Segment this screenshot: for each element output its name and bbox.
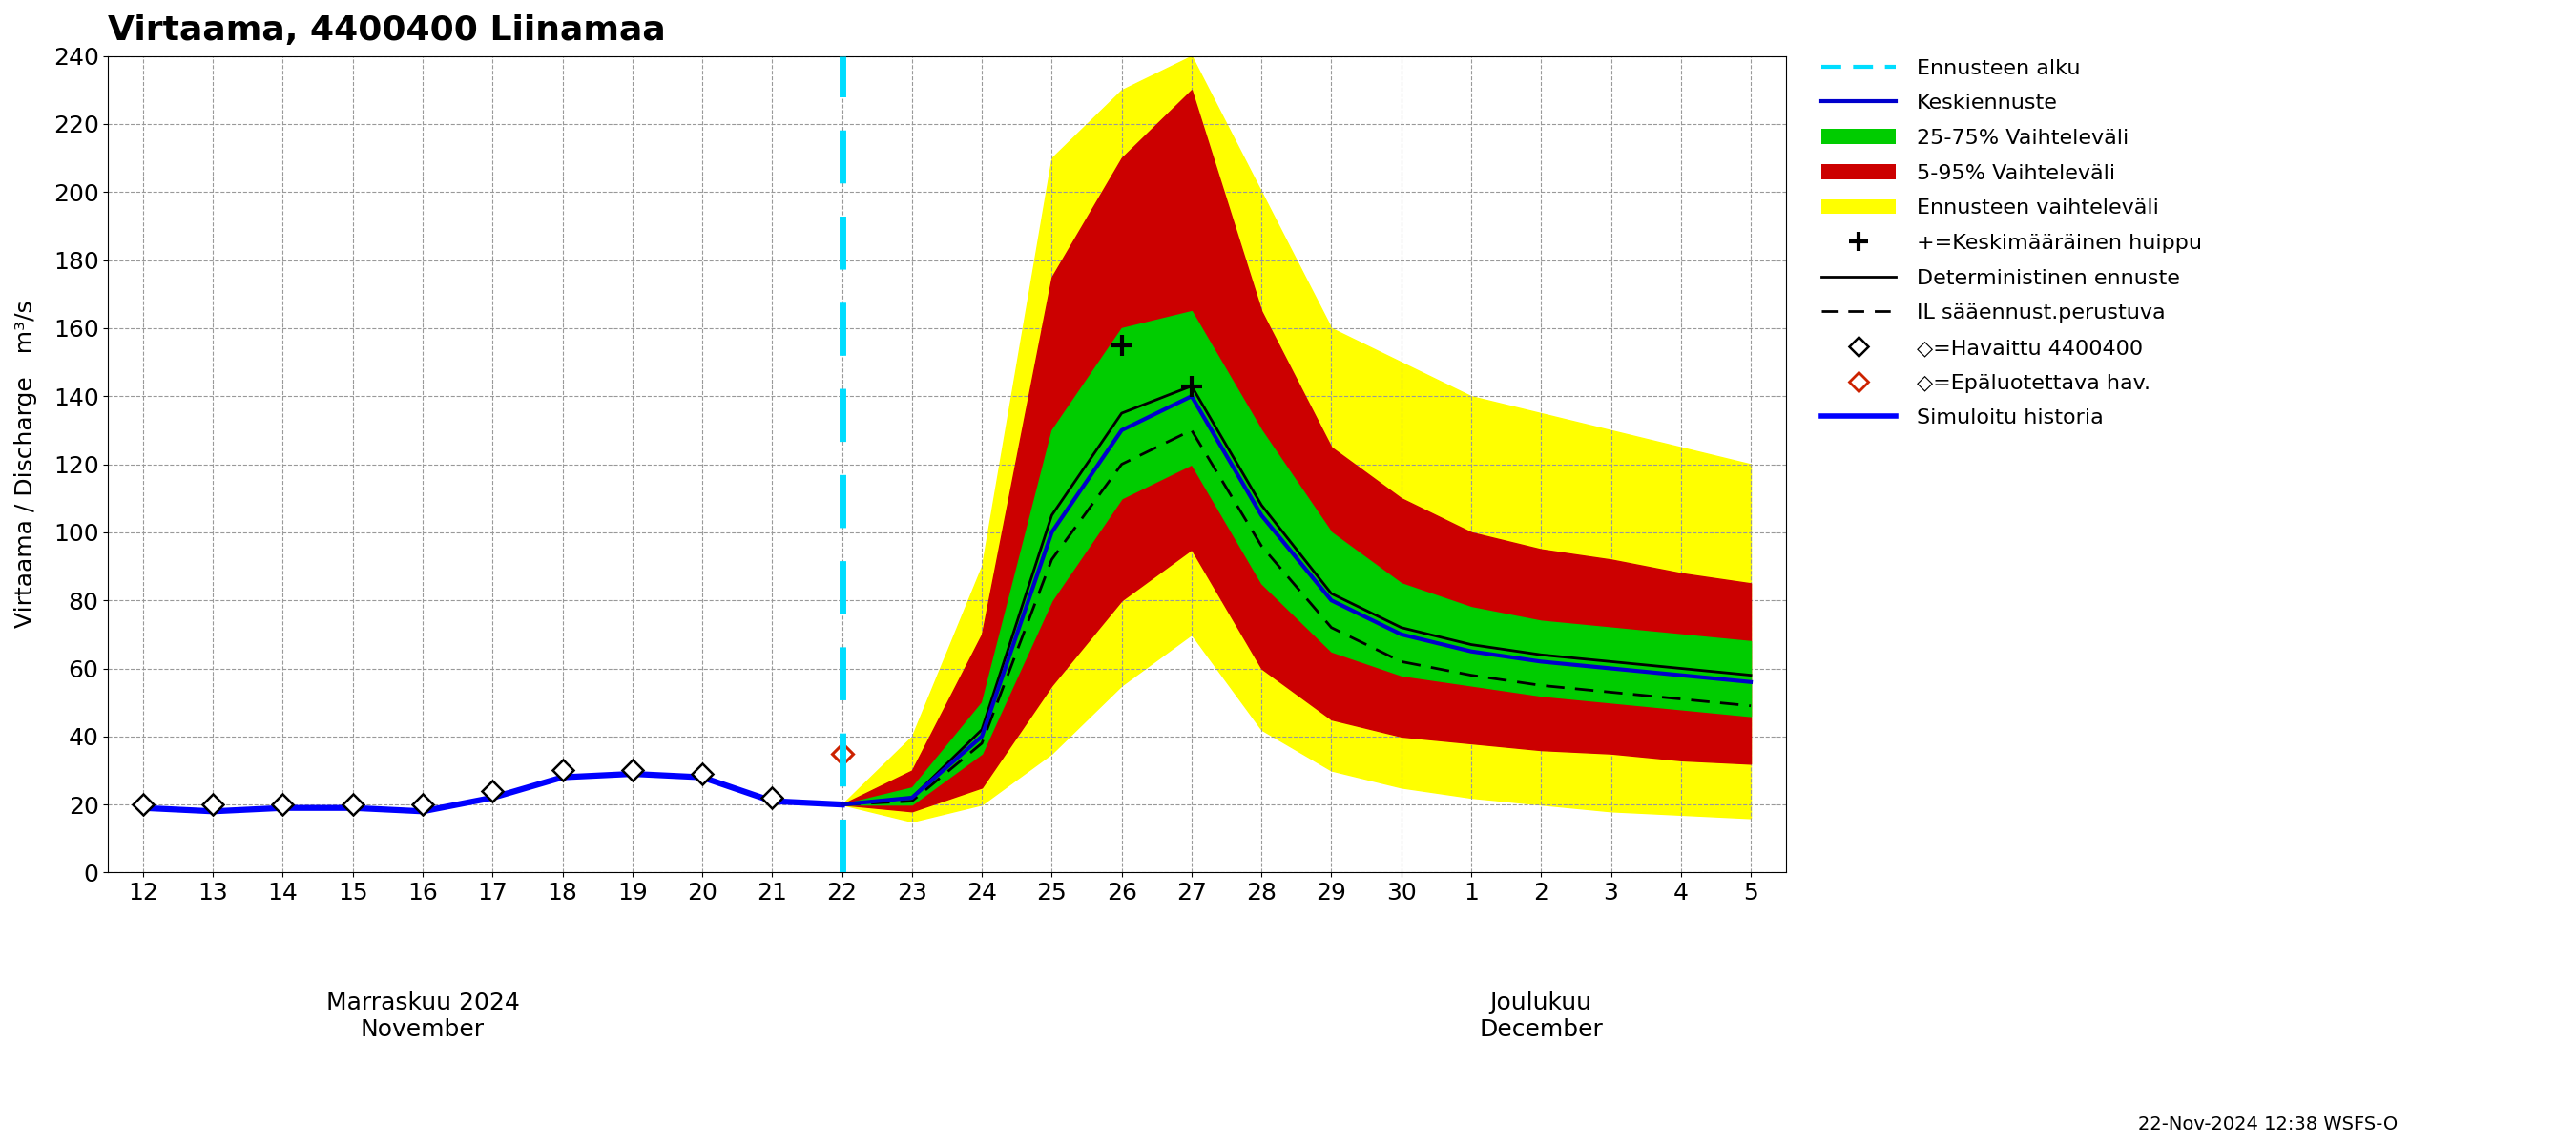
Legend: Ennusteen alku, Keskiennuste, 25-75% Vaihteleväli, 5-95% Vaihteleväli, Ennusteen: Ennusteen alku, Keskiennuste, 25-75% Vai… bbox=[1814, 50, 2210, 436]
Text: Marraskuu 2024
November: Marraskuu 2024 November bbox=[325, 992, 520, 1041]
Y-axis label: Virtaama / Discharge   m³/s: Virtaama / Discharge m³/s bbox=[15, 300, 36, 629]
Text: Joulukuu
December: Joulukuu December bbox=[1479, 992, 1602, 1041]
Text: Virtaama, 4400400 Liinamaa: Virtaama, 4400400 Liinamaa bbox=[108, 14, 667, 47]
Text: 22-Nov-2024 12:38 WSFS-O: 22-Nov-2024 12:38 WSFS-O bbox=[2138, 1115, 2398, 1134]
